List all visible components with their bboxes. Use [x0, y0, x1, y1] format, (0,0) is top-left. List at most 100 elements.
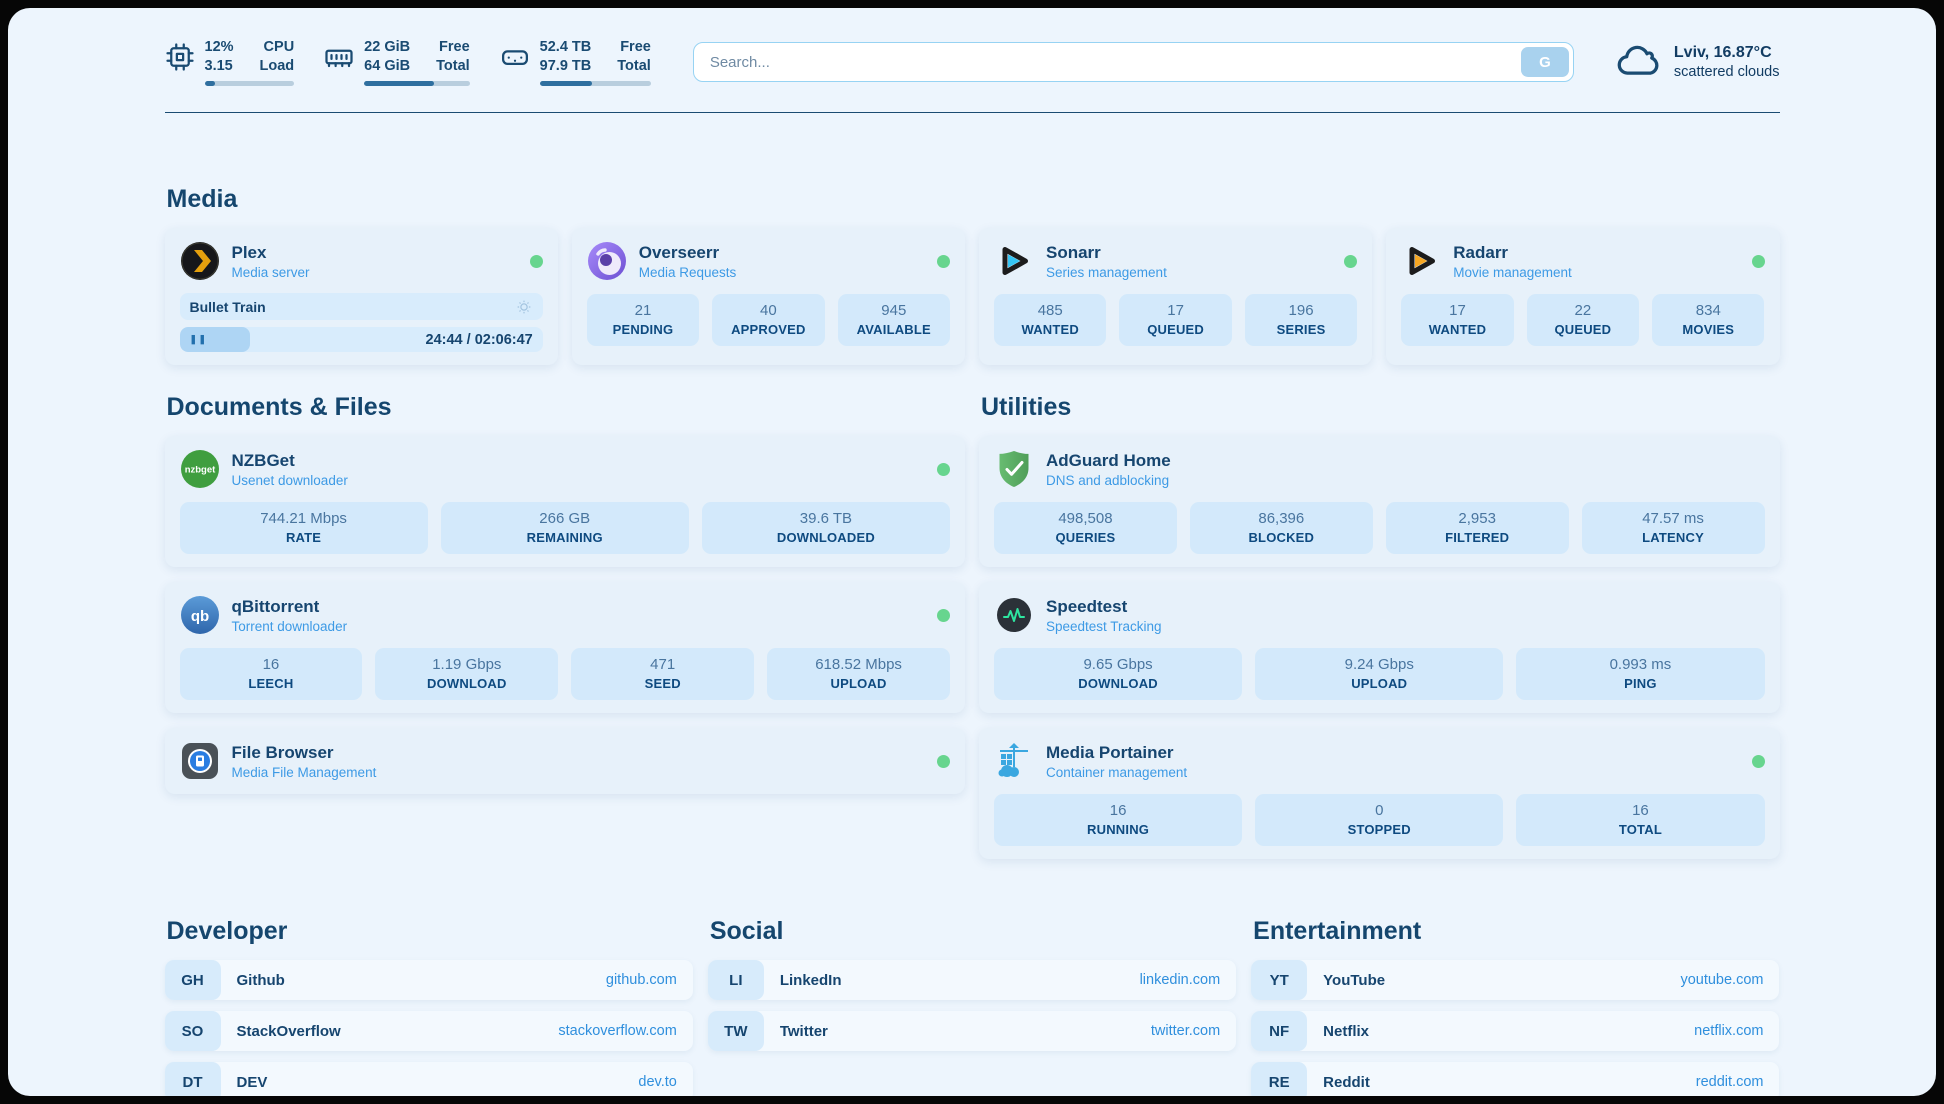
stat-available: 945 AVAILABLE [837, 294, 950, 347]
stat-seed: 471 SEED [571, 648, 755, 701]
stat-blocked: 86,396 BLOCKED [1189, 502, 1373, 555]
radarr-logo-icon [1401, 241, 1441, 281]
section-title-utilities: Utilities [981, 393, 1072, 422]
cpu-icon [165, 42, 195, 72]
disk-stat: 52.4 TB 97.9 TB Free Total [500, 38, 651, 87]
link-url[interactable]: twitter.com [1150, 1023, 1221, 1040]
link-twitter[interactable]: TW Twitter twitter.com [707, 1011, 1237, 1052]
link-badge: TW [707, 1011, 764, 1052]
link-url[interactable]: netflix.com [1694, 1023, 1764, 1040]
link-url[interactable]: youtube.com [1680, 972, 1764, 989]
app-title: AdGuard Home [1046, 450, 1171, 470]
ram-progressbar [364, 81, 470, 87]
app-card-radarr[interactable]: Radarr Movie management 17 WANTED 22 QUE… [1386, 228, 1780, 366]
app-subtitle: Speedtest Tracking [1046, 618, 1162, 634]
stat-queries: 498,508 QUERIES [994, 502, 1177, 555]
status-dot [1344, 254, 1358, 268]
app-card-plex[interactable]: Plex Media server Bullet Train ❚❚ [164, 228, 558, 366]
link-badge: YT [1251, 960, 1308, 1001]
svg-text:qb: qb [190, 608, 208, 625]
cpu-progressbar [204, 81, 295, 87]
link-netflix[interactable]: NF Netflix netflix.com [1251, 1011, 1780, 1052]
stat-wanted: 17 WANTED [1401, 294, 1514, 347]
now-playing-row: Bullet Train [179, 293, 543, 321]
search-bar: G [692, 42, 1574, 83]
section-entertainment: Entertainment YT YouTube youtube.com NF … [1251, 917, 1780, 1096]
stat-queued: 17 QUEUED [1119, 294, 1232, 347]
link-badge: SO [164, 1011, 221, 1052]
app-title: Radarr [1453, 242, 1509, 262]
disk-values: 52.4 TB 97.9 TB [539, 39, 592, 75]
qbittorrent-logo-icon: qb [180, 595, 220, 635]
stat-leech: 16 LEECH [179, 648, 363, 701]
ram-icon [324, 42, 354, 72]
app-card-adguard[interactable]: AdGuard Home DNS and adblocking 498,508 … [979, 436, 1780, 568]
app-subtitle: Series management [1046, 264, 1167, 280]
link-name: DEV [236, 1073, 268, 1091]
search-input[interactable] [692, 42, 1574, 83]
app-title: Sonarr [1046, 242, 1101, 262]
header: 12% 3.15 CPU Load [165, 8, 1780, 87]
stat-ping: 0.993 ms PING [1516, 648, 1765, 701]
link-youtube[interactable]: YT YouTube youtube.com [1251, 960, 1780, 1001]
search-engine-button[interactable]: G [1520, 47, 1569, 78]
app-subtitle: Media server [231, 264, 310, 280]
stat-approved: 40 APPROVED [712, 294, 825, 347]
link-github[interactable]: GH Github github.com [164, 960, 693, 1001]
link-reddit[interactable]: RE Reddit reddit.com [1251, 1062, 1780, 1096]
app-subtitle: Usenet downloader [231, 472, 348, 488]
link-dev[interactable]: DT DEV dev.to [164, 1062, 693, 1096]
plex-logo-icon [180, 241, 220, 281]
section-title-developer: Developer [166, 917, 288, 946]
link-url[interactable]: dev.to [638, 1074, 677, 1091]
link-url[interactable]: stackoverflow.com [558, 1023, 677, 1040]
link-url[interactable]: linkedin.com [1139, 972, 1221, 989]
link-url[interactable]: reddit.com [1695, 1074, 1764, 1091]
filebrowser-logo-icon [180, 741, 220, 781]
link-stackoverflow[interactable]: SO StackOverflow stackoverflow.com [164, 1011, 693, 1052]
header-divider [164, 112, 1780, 114]
app-card-filebrowser[interactable]: File Browser Media File Management [164, 728, 965, 795]
sonarr-logo-icon [994, 241, 1034, 281]
system-stats: 12% 3.15 CPU Load [165, 38, 651, 87]
section-title-media: Media [166, 185, 238, 214]
link-name: Reddit [1323, 1073, 1370, 1091]
section-title-entertainment: Entertainment [1253, 917, 1422, 946]
overseerr-logo-icon [587, 241, 627, 281]
section-title-social: Social [709, 917, 784, 946]
link-name: Netflix [1323, 1022, 1369, 1040]
link-url[interactable]: github.com [605, 972, 677, 989]
dashboard-page: 12% 3.15 CPU Load [8, 8, 1936, 1096]
stat-running: 16 RUNNING [994, 794, 1243, 847]
stat-queued: 22 QUEUED [1526, 294, 1640, 347]
app-title: NZBGet [231, 450, 295, 470]
link-badge: DT [164, 1062, 221, 1096]
stat-download: 1.19 Gbps DOWNLOAD [375, 648, 559, 701]
app-card-nzbget[interactable]: nzbget NZBGet Usenet downloader 744.21 M… [164, 436, 965, 568]
link-name: StackOverflow [236, 1022, 341, 1040]
stat-wanted: 485 WANTED [994, 294, 1107, 347]
session-info-icon[interactable] [515, 298, 533, 316]
app-card-overseerr[interactable]: Overseerr Media Requests 21 PENDING 40 A… [571, 228, 965, 366]
app-card-sonarr[interactable]: Sonarr Series management 485 WANTED 17 Q… [979, 228, 1373, 366]
stat-total: 16 TOTAL [1516, 794, 1765, 847]
link-linkedin[interactable]: LI LinkedIn linkedin.com [707, 960, 1237, 1001]
adguard-logo-icon [994, 449, 1034, 489]
stat-remaining: 266 GB REMAINING [440, 502, 689, 555]
app-card-speedtest[interactable]: Speedtest Speedtest Tracking 9.65 Gbps D… [979, 582, 1780, 714]
app-title: Media Portainer [1046, 742, 1174, 762]
app-card-portainer[interactable]: Media Portainer Container management 16 … [979, 728, 1780, 860]
svg-text:nzbget: nzbget [184, 465, 215, 476]
link-name: LinkedIn [779, 971, 842, 989]
status-dot [529, 254, 543, 268]
now-playing-title: Bullet Train [189, 298, 266, 315]
app-subtitle: Movie management [1453, 264, 1572, 280]
app-card-qbittorrent[interactable]: qb qBittorrent Torrent downloader [164, 582, 965, 714]
status-dot [937, 462, 950, 476]
ram-stat: 22 GiB 64 GiB Free Total [324, 38, 470, 87]
stat-upload: 9.24 Gbps UPLOAD [1255, 648, 1504, 701]
app-title: Overseerr [638, 242, 720, 262]
stat-upload: 618.52 Mbps UPLOAD [767, 648, 950, 701]
status-dot [937, 254, 950, 268]
status-dot [1751, 754, 1765, 768]
